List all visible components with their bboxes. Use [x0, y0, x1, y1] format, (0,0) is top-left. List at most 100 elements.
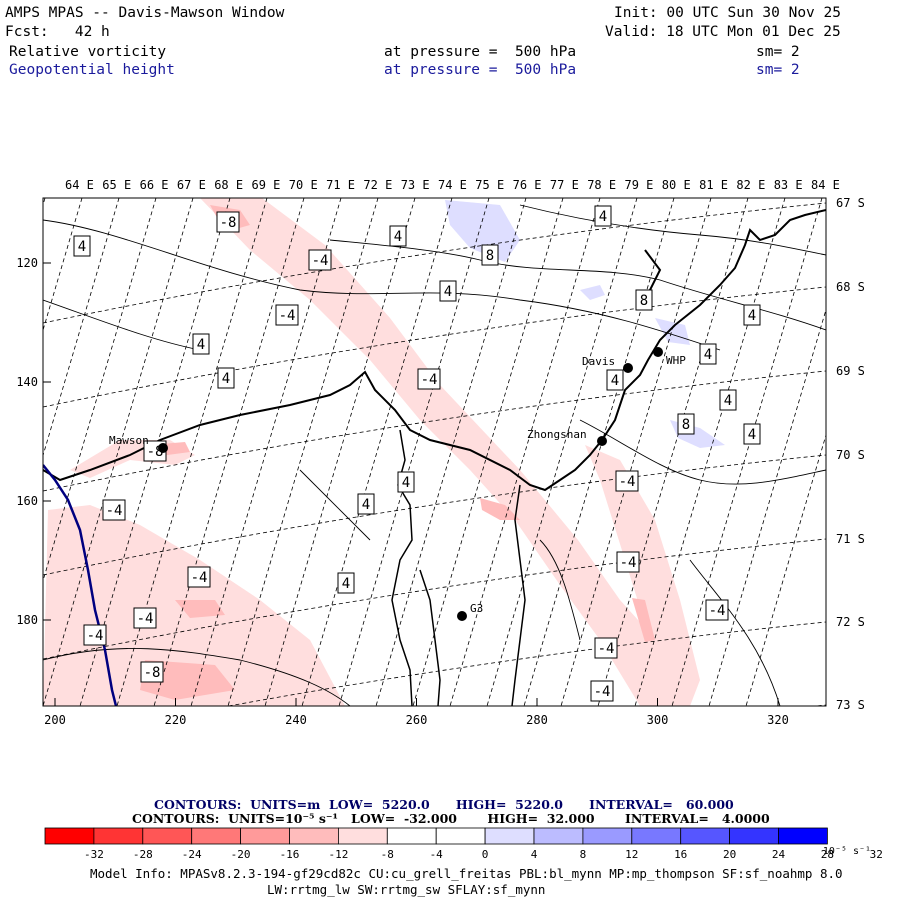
contour-label: -4 — [594, 684, 611, 700]
contour-label: 4 — [444, 284, 452, 300]
contour-label-box — [635, 289, 653, 311]
contour-label: -8 — [220, 215, 237, 231]
contour-labels: -8 -4 -4 4 8 4 4 8 4 4 4 4 -4 4 4 4 8 4 -4 4 4 -4 -4 -4 -4 -8 4 -4 -… — [73, 205, 761, 702]
contour-label: -4 — [279, 308, 296, 324]
colorbar-label: -8 — [381, 848, 394, 861]
station-label: G3 — [470, 602, 483, 615]
longitude-line — [264, 198, 416, 706]
colorbar-label: -28 — [133, 848, 153, 861]
lon-label: 68 E — [214, 178, 243, 192]
contour-label-box — [140, 661, 164, 683]
contour-label-box — [606, 369, 624, 391]
y-axis: 120 140 160 180 — [16, 256, 51, 627]
contour-label: 8 — [682, 417, 690, 433]
contour-label-box — [308, 249, 332, 271]
contour-label-box — [594, 205, 612, 227]
longitude-line — [671, 198, 823, 706]
contour-label: -4 — [137, 611, 154, 627]
field2-name: Geopotential height — [9, 62, 175, 78]
colorbar-label: 32 — [870, 848, 883, 861]
colorbar-segment — [582, 827, 633, 845]
contour-label-box — [275, 304, 299, 326]
positive-vorticity — [580, 285, 605, 300]
colorbar-label: -16 — [280, 848, 300, 861]
contour-label-box — [594, 637, 618, 659]
contour-label: 4 — [724, 393, 732, 409]
colorbar-segment — [680, 827, 731, 845]
station-marker — [653, 347, 663, 357]
contour-label: 4 — [599, 209, 607, 225]
contour-label: -4 — [421, 372, 438, 388]
graticule-latitudes — [43, 202, 826, 706]
longitude-line — [634, 198, 786, 706]
x-tick-label: 220 — [165, 713, 187, 727]
colorbar-label: -20 — [231, 848, 251, 861]
lon-label: 70 E — [289, 178, 318, 192]
plot-title: AMPS MPAS -- Davis-Mawson Window — [5, 5, 285, 21]
contour-label-box — [192, 333, 210, 355]
ice-divide — [419, 569, 441, 706]
stations: Mawson Davis WHP Zhongshan G3 — [109, 347, 686, 621]
longitude-line — [301, 198, 453, 706]
colorbar-unit: 10⁻⁵ s⁻¹ — [823, 846, 871, 857]
colorbar-segment — [778, 827, 828, 845]
x-axis: 200 220 240 260 280 300 320 — [44, 698, 789, 727]
contour-label: -4 — [619, 474, 636, 490]
contour-label: -4 — [87, 628, 104, 644]
contour-label: 4 — [197, 337, 205, 353]
lon-label: 69 E — [252, 178, 281, 192]
colorbar-label: 0 — [482, 848, 489, 861]
contour-label: -4 — [709, 603, 726, 619]
map-field-layer — [43, 198, 826, 706]
colorbar-segment — [337, 827, 388, 845]
y-tick-label: 120 — [16, 256, 38, 270]
field1-smooth: sm= 2 — [756, 44, 800, 60]
ice-divide — [511, 484, 526, 706]
contour-label: -4 — [106, 503, 123, 519]
lon-label: 74 E — [438, 178, 467, 192]
longitude-line — [338, 198, 490, 706]
colorbar-segment — [191, 827, 241, 845]
contour-label: -4 — [598, 641, 615, 657]
colorbar-label: -4 — [430, 848, 444, 861]
legend-contours-height: CONTOURS: UNITS=m LOW= 5220.0 HIGH= 5220… — [154, 797, 734, 812]
lon-label: 81 E — [699, 178, 728, 192]
contour-label-box — [481, 244, 499, 266]
longitude-line — [153, 198, 305, 706]
lon-label: 73 E — [401, 178, 430, 192]
model-info-line2: LW:rrtmg_lw SW:rrtmg_sw SFLAY:sf_mynn — [267, 882, 546, 897]
contour-label: 4 — [362, 497, 370, 513]
valid-time: Valid: 18 UTC Mon 01 Dec 25 — [605, 24, 841, 40]
contour-label-box — [83, 624, 107, 646]
height-contours — [43, 204, 826, 706]
field1-name: Relative vorticity — [9, 44, 167, 60]
contour-label-box — [705, 599, 729, 621]
init-time: Init: 00 UTC Sun 30 Nov 25 — [614, 5, 841, 21]
longitude-line — [412, 198, 564, 706]
contour-label: 4 — [222, 371, 230, 387]
contour-label: 8 — [486, 248, 494, 264]
geopotential-contour — [43, 464, 118, 706]
contour-label: 4 — [611, 373, 619, 389]
contour-label: 4 — [394, 229, 402, 245]
lat-label: 69 S — [836, 364, 865, 378]
contour-label: 4 — [78, 239, 86, 255]
lat-label: 70 S — [836, 448, 865, 462]
longitude-axis: 64 E 65 E 66 E 67 E 68 E 69 E 70 E 71 E 72 E 73 E… — [65, 178, 840, 192]
longitude-line — [43, 198, 194, 706]
contour-label-box — [615, 470, 639, 492]
contour-label-box — [133, 607, 157, 629]
contour-label: 4 — [748, 308, 756, 324]
contour-label-box — [616, 551, 640, 573]
colorbar-segment — [533, 827, 584, 845]
colorbar-segment — [289, 827, 339, 845]
ice-divide — [391, 429, 413, 706]
y-tick-label: 160 — [16, 494, 38, 508]
colorbar-label: 28 — [821, 848, 834, 861]
vorticity-core — [140, 660, 235, 700]
contour-label-box — [187, 566, 211, 588]
positive-vorticity — [655, 318, 690, 345]
colorbar-segment — [142, 827, 193, 845]
station-label: Zhongshan — [527, 428, 587, 441]
positive-vorticity — [445, 200, 520, 262]
